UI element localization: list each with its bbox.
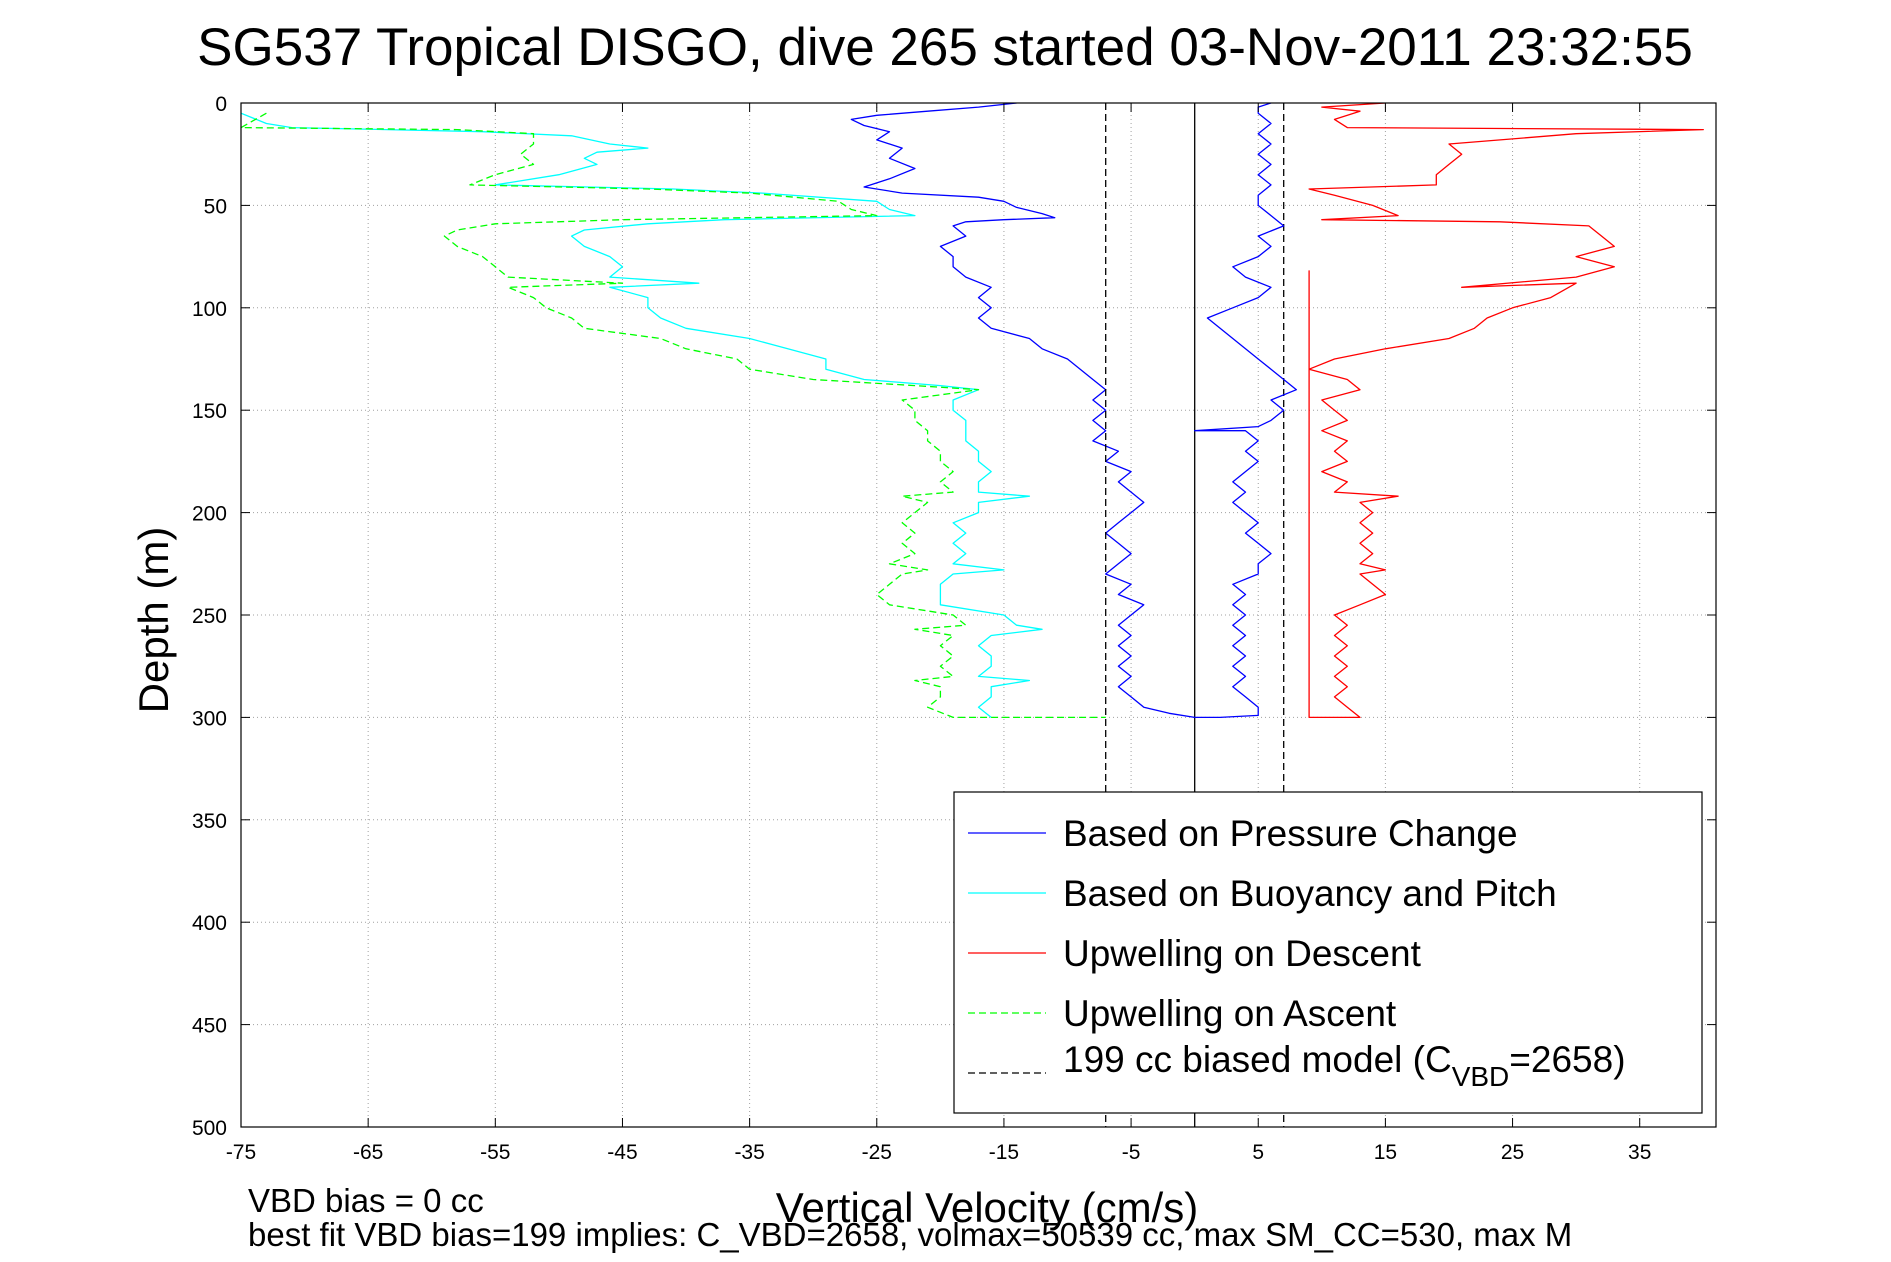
y-tick-label: 50 [204, 195, 227, 218]
y-tick-label: 500 [192, 1117, 227, 1140]
y-tick-label: 150 [192, 400, 227, 423]
legend-label-pressure: Based on Pressure Change [1063, 813, 1518, 854]
y-tick-label: 350 [192, 810, 227, 833]
ticks [240, 102, 1716, 1128]
plot-area [241, 103, 1704, 1127]
x-tick-label: -55 [480, 1141, 510, 1164]
x-axis-label: Vertical Velocity (cm/s) [776, 1184, 1198, 1231]
y-tick-label: 100 [192, 298, 227, 321]
y-tick-label: 250 [192, 605, 227, 628]
legend-label-ascent: Upwelling on Ascent [1063, 993, 1397, 1034]
y-tick-label: 450 [192, 1015, 227, 1038]
legend-label-model: 199 cc biased model (CVBD=2658) [1063, 1039, 1626, 1092]
x-tick-label: -75 [226, 1141, 256, 1164]
vbd-bias-annotation: VBD bias = 0 cc [248, 1182, 484, 1219]
series-upwelling-descent [1308, 103, 1704, 719]
y-tick-label: 0 [215, 93, 227, 116]
x-tick-label: -5 [1122, 1141, 1141, 1164]
series-buoyancy-pitch [241, 112, 1043, 718]
x-tick-label: -15 [989, 1141, 1019, 1164]
y-tick-label: 300 [192, 707, 227, 730]
y-tick-labels: 0 50 100 150 200 250 300 350 400 450 500 [192, 93, 227, 1140]
x-tick-label: -35 [734, 1141, 764, 1164]
x-tick-label: 15 [1374, 1141, 1397, 1164]
series-pressure-change [850, 103, 1298, 719]
x-tick-label: 35 [1628, 1141, 1651, 1164]
chart-title: SG537 Tropical DISGO, dive 265 started 0… [197, 18, 1693, 77]
x-tick-label: 5 [1252, 1141, 1264, 1164]
legend: Based on Pressure Change Based on Buoyan… [953, 791, 1703, 1114]
legend-model-prefix: 199 cc biased model (C [1063, 1039, 1452, 1080]
y-tick-label: 400 [192, 912, 227, 935]
x-tick-label: -45 [607, 1141, 637, 1164]
series-upwelling-ascent [241, 112, 1106, 719]
best-fit-annotation: best fit VBD bias=199 implies: C_VBD=265… [248, 1216, 1572, 1253]
x-tick-label: -25 [862, 1141, 892, 1164]
x-tick-labels: -75 -65 -55 -45 -35 -25 -15 -5 5 15 25 35 [226, 1141, 1652, 1164]
y-tick-label: 200 [192, 503, 227, 526]
legend-model-subscript: VBD [1452, 1061, 1510, 1092]
legend-model-suffix: =2658) [1509, 1039, 1625, 1080]
x-tick-label: -65 [353, 1141, 383, 1164]
x-tick-label: 25 [1501, 1141, 1524, 1164]
legend-box [953, 791, 1703, 1114]
legend-label-buoyancy: Based on Buoyancy and Pitch [1063, 873, 1557, 914]
y-axis-label: Depth (m) [130, 527, 177, 714]
legend-label-descent: Upwelling on Descent [1063, 933, 1422, 974]
